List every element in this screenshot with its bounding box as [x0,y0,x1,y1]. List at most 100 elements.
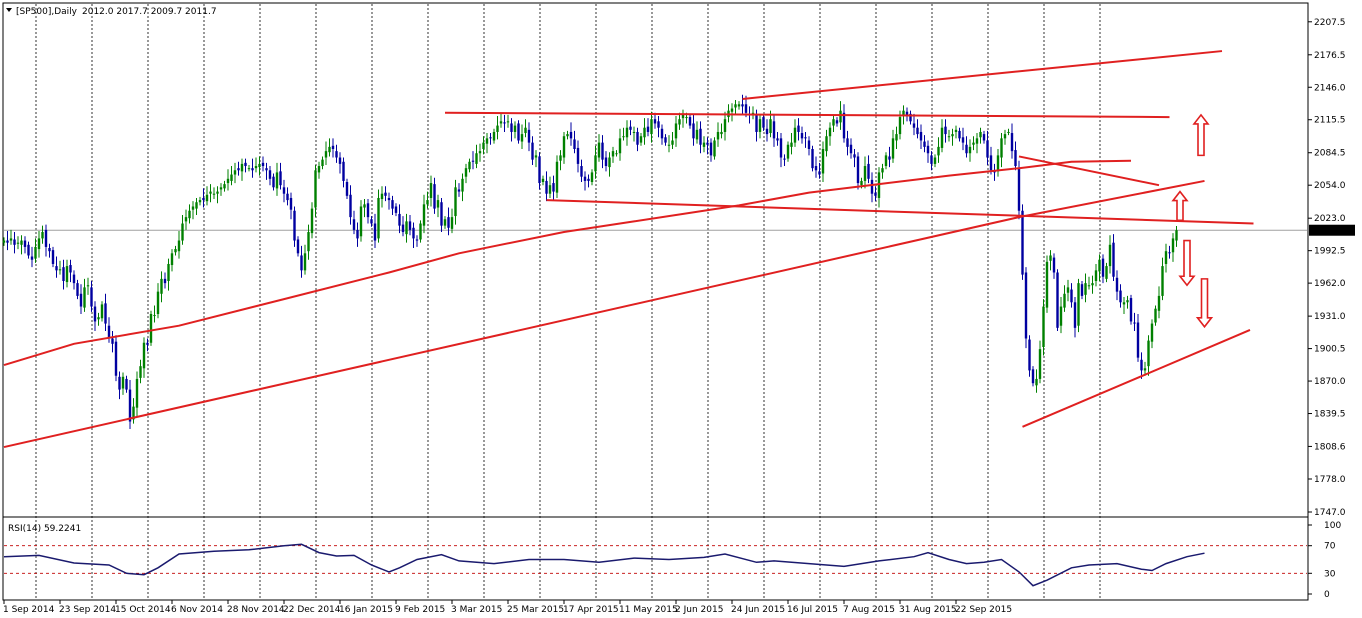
candle-body [933,157,937,164]
candle-body [1098,259,1101,272]
candle [135,371,139,417]
candle [48,243,51,258]
candle [1084,273,1087,303]
candle [692,113,695,146]
candle [667,135,671,153]
candle-body [548,185,552,194]
candle [254,157,258,173]
candle [895,126,898,149]
candle [436,194,440,218]
candle [1140,352,1143,379]
candle-body [951,134,954,137]
candle [128,380,132,429]
candle-body [310,208,314,234]
candle [926,140,930,163]
candle [1056,269,1059,332]
candle [419,220,422,243]
candle-body [1105,266,1108,279]
candle [1028,335,1031,377]
candle [1136,314,1140,362]
candle-body [699,128,702,145]
candle [1119,284,1122,308]
candle-body [475,153,478,164]
candle-body [1073,302,1077,328]
collapse-triangle-icon[interactable] [6,8,12,12]
candle-body [800,133,804,139]
candle [282,179,286,203]
candle [674,116,678,147]
candle-body [513,125,517,132]
candle [982,130,986,144]
candle-body [317,166,321,173]
candle-body [629,126,632,130]
candle [650,111,653,143]
candle [251,158,254,178]
ohlc-values: 2012.0 2017.7 2009.7 2011.7 [82,7,217,17]
candle-body [618,138,622,154]
candle [618,128,622,161]
time-label: 25 Mar 2015 [507,605,564,615]
candle-body [55,266,58,271]
candle [216,186,219,204]
rsi-tick-label: 30 [1324,569,1336,579]
candle [198,196,202,206]
candle-body [559,155,562,161]
candle-body [384,192,387,196]
candle-body [583,176,587,181]
candle [580,159,583,182]
candle [363,199,366,218]
candle-body [23,240,27,247]
trendline [742,50,1223,100]
price-tick-label: 2115.5 [1314,116,1346,126]
candle [247,164,251,172]
candle [636,127,639,152]
time-label: 6 Nov 2014 [171,605,223,615]
candle [1042,299,1045,356]
candle-body [356,229,359,239]
candle-body [846,138,849,147]
candle-body [972,142,975,145]
candle [891,129,895,163]
candle [58,260,62,275]
candle [961,127,965,151]
time-label: 3 Mar 2015 [451,605,502,615]
candle [702,136,706,153]
rsi-header: RSI(14) 59.2241 [8,524,81,534]
candle [62,259,65,290]
candle [356,222,359,247]
candle-body [482,142,485,149]
candle [1000,133,1003,168]
candle-body [947,136,951,138]
candle [986,130,989,165]
candle-body [429,183,433,198]
candle [916,119,919,139]
candle-body [965,144,968,154]
candle-body [1028,339,1031,371]
candle-body [821,149,825,174]
candle-body [16,242,20,244]
candle [664,134,667,146]
candle-body [380,193,384,200]
candle-body [272,176,275,188]
candle-body [163,278,167,284]
candle [83,278,86,312]
candle [853,149,856,168]
candle [317,161,321,179]
candle-body [1171,238,1175,253]
candle-body [807,140,811,149]
candle [20,235,23,255]
candle-body [517,123,520,141]
candle [153,305,156,323]
candle-body [342,161,345,181]
candle [440,197,443,233]
candle-body [520,134,524,142]
candle [867,155,870,184]
candle [125,375,128,393]
candle [447,207,450,236]
candle-body [804,137,807,139]
candle-body [111,338,114,344]
candle [538,152,541,190]
candle-body [391,200,394,209]
candle-body [1126,300,1129,303]
